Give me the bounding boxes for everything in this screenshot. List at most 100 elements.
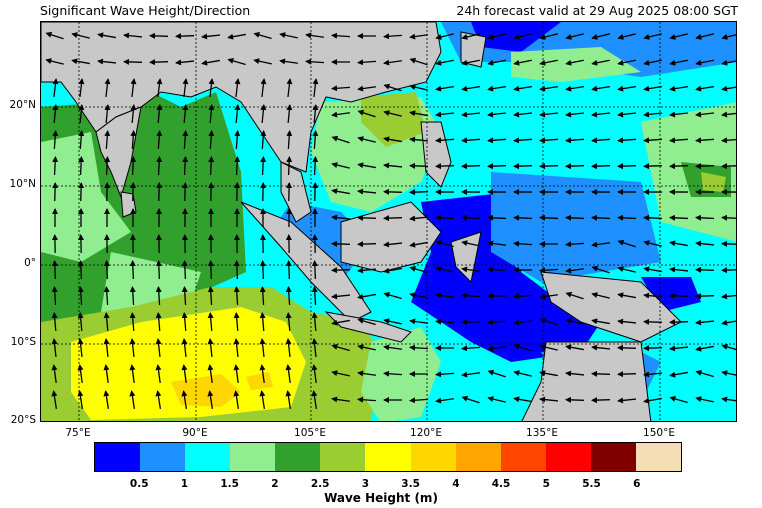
wave-direction-arrow <box>669 396 688 404</box>
wave-direction-arrow <box>208 156 215 176</box>
wave-direction-arrow <box>461 85 480 92</box>
lat-label-20n: 20°N <box>9 99 36 111</box>
wave-direction-arrow <box>487 266 507 273</box>
wave-direction-arrow <box>129 260 136 280</box>
wave-direction-arrow <box>669 319 689 326</box>
wave-direction-arrow <box>487 369 506 378</box>
wave-direction-arrow <box>52 78 59 98</box>
wave-direction-arrow <box>617 214 637 221</box>
wave-direction-arrow <box>591 59 610 66</box>
wave-direction-arrow <box>357 188 377 195</box>
wave-direction-arrow <box>285 338 292 358</box>
wave-direction-arrow <box>357 318 376 326</box>
wave-direction-arrow <box>129 286 136 306</box>
wave-direction-arrow <box>155 286 162 306</box>
landmass <box>41 22 682 421</box>
wave-direction-arrow <box>565 291 584 300</box>
wave-direction-arrow <box>695 137 715 144</box>
wave-direction-arrow <box>312 156 319 176</box>
wave-direction-arrow <box>104 130 111 150</box>
wave-direction-arrow <box>617 59 636 66</box>
wave-direction-arrow <box>104 156 111 176</box>
wave-direction-arrow <box>259 390 266 409</box>
wave-direction-arrow <box>513 33 532 40</box>
field-2-2.5m-scs <box>361 92 426 147</box>
colorbar-segment-12 <box>635 443 682 471</box>
wave-direction-arrow <box>305 58 325 65</box>
wave-direction-arrow <box>513 59 532 66</box>
colorbar-title: Wave Height (m) <box>324 491 438 505</box>
wave-direction-arrow <box>51 338 58 358</box>
wave-direction-arrow <box>279 32 298 39</box>
wave-direction-arrow <box>435 266 454 273</box>
wave-direction-arrow <box>149 32 169 39</box>
wave-direction-arrow <box>285 390 292 409</box>
wave-direction-arrow <box>513 85 532 92</box>
wave-direction-arrow <box>461 163 481 170</box>
wave-direction-arrow <box>461 371 481 378</box>
wave-direction-arrow <box>78 156 85 176</box>
wave-direction-arrow <box>591 214 611 221</box>
land-malaya <box>280 161 312 223</box>
wave-direction-arrow <box>539 214 559 221</box>
wave-direction-arrow <box>181 260 188 280</box>
wave-direction-arrow <box>311 338 318 358</box>
wave-direction-arrow <box>260 78 267 98</box>
wave-direction-arrow <box>617 292 636 299</box>
colorbar-tick-label: 3 <box>361 478 370 490</box>
wave-direction-arrow <box>409 33 429 40</box>
wave-direction-arrow <box>487 85 506 92</box>
colorbar-segment-0 <box>95 443 141 471</box>
wave-direction-arrow <box>643 111 663 118</box>
wave-direction-arrow <box>103 390 110 409</box>
wave-direction-arrow <box>435 240 454 248</box>
colorbar-segment-6 <box>365 443 411 471</box>
wave-direction-arrow <box>409 136 429 143</box>
wave-direction-arrow <box>181 286 188 306</box>
wave-direction-arrow <box>409 318 429 325</box>
map-title: Significant Wave Height/Direction <box>40 3 251 18</box>
wave-direction-arrow <box>311 286 318 306</box>
wave-direction-arrow <box>695 111 715 118</box>
wave-direction-arrow <box>669 85 688 92</box>
land-india-south <box>95 106 142 199</box>
land-asia <box>41 22 442 173</box>
wave-direction-arrow <box>721 111 736 118</box>
wave-direction-arrow <box>643 397 662 404</box>
field-0.5-1m-equatorial <box>491 172 661 282</box>
wave-direction-arrow <box>383 136 402 143</box>
wave-direction-arrow <box>253 32 272 40</box>
wave-direction-arrow <box>721 59 736 66</box>
wave-direction-arrow <box>539 370 558 377</box>
wave-direction-arrow <box>182 104 189 124</box>
wave-direction-arrow <box>383 241 403 248</box>
colorbar-tick-label: 5.5 <box>582 478 601 490</box>
wave-direction-arrow <box>383 162 403 169</box>
wave-direction-arrow <box>181 364 188 384</box>
wave-direction-arrow <box>175 59 195 66</box>
wave-direction-arrow <box>383 59 403 66</box>
wave-direction-arrow <box>487 214 507 221</box>
wave-direction-arrow <box>156 130 163 150</box>
wave-direction-arrow <box>643 292 663 299</box>
wave-direction-arrow <box>643 33 662 40</box>
wave-direction-arrow <box>155 260 162 280</box>
wave-direction-arrow <box>539 396 559 403</box>
wave-direction-arrow <box>155 312 162 332</box>
wave-direction-arrow <box>591 33 610 40</box>
wave-direction-arrow <box>565 214 585 221</box>
wave-direction-arrow <box>383 267 402 274</box>
lon-label-120e: 120°E <box>410 427 442 439</box>
wave-direction-arrow <box>260 104 267 124</box>
wave-direction-arrow <box>435 59 454 66</box>
colorbar-tick-label: 2.5 <box>310 478 330 490</box>
wave-direction-arrow <box>259 364 266 384</box>
wave-direction-arrow <box>487 240 507 247</box>
wave-direction-arrow <box>513 240 533 247</box>
wave-direction-arrow <box>234 156 241 176</box>
wave-direction-arrow <box>175 33 195 40</box>
wave-direction-arrow <box>565 241 585 248</box>
wave-direction-arrow <box>51 390 58 409</box>
wave-height-map <box>40 21 737 422</box>
colorbar-tick-label: 4 <box>452 478 460 490</box>
